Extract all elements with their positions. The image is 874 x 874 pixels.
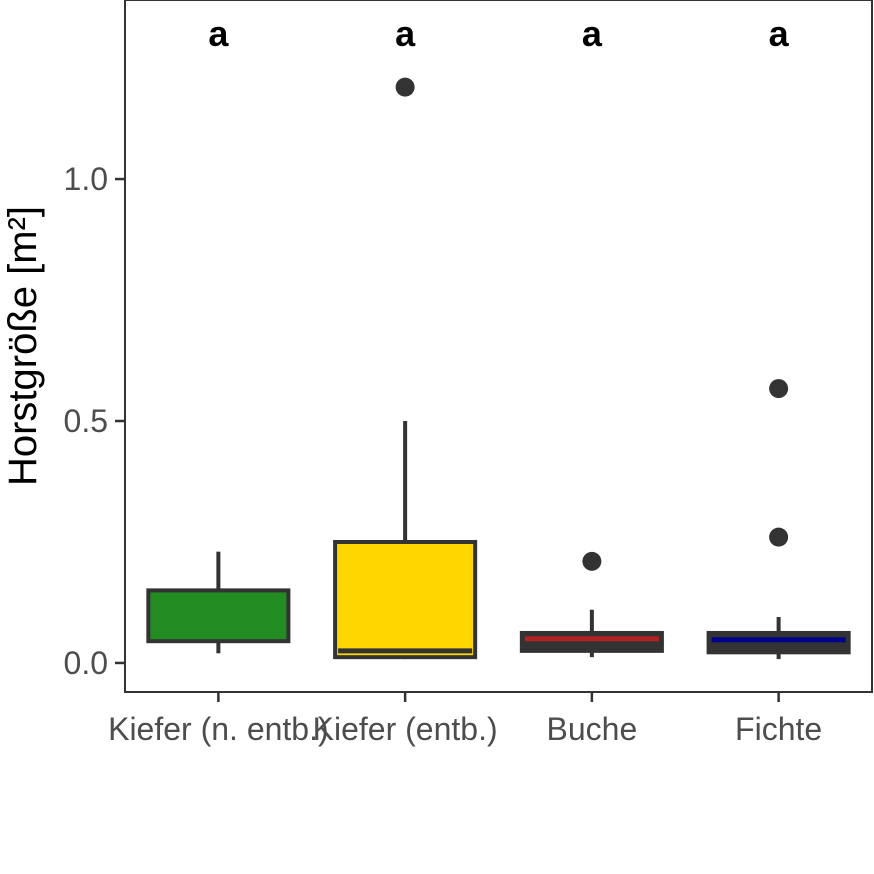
significance-letter: a xyxy=(208,13,229,54)
significance-letter: a xyxy=(395,13,416,54)
box-body xyxy=(146,588,291,644)
box-body xyxy=(519,630,664,653)
significance-letter: a xyxy=(769,13,790,54)
x-axis: Kiefer (n. entb.)Kiefer (entb.) Buche Fich… xyxy=(108,692,822,747)
outlier-point xyxy=(395,77,415,97)
y-axis: 0.0 0.5 1.0 xyxy=(64,161,125,681)
x-tick-label: Kiefer (n. entb.) xyxy=(108,711,329,747)
box-2: a xyxy=(333,13,478,660)
box-body xyxy=(333,539,478,660)
box-3: a xyxy=(519,13,664,658)
y-tick-label: 0.5 xyxy=(64,403,108,439)
y-axis-title: Horstgröße [m²] xyxy=(1,206,45,486)
outlier-point xyxy=(769,379,789,399)
box-body xyxy=(706,630,851,655)
outlier-point xyxy=(582,551,602,571)
x-tick-label: Kiefer (entb.) xyxy=(313,711,498,747)
plot-panel-border xyxy=(124,0,873,693)
outlier-point xyxy=(769,527,789,547)
significance-letter: a xyxy=(582,13,603,54)
x-tick-label: Buche xyxy=(547,711,638,747)
box-4: a xyxy=(706,13,851,660)
box-1: a xyxy=(146,13,291,654)
x-tick-label: Fichte xyxy=(735,711,822,747)
y-tick-label: 0.0 xyxy=(64,645,108,681)
y-tick-label: 1.0 xyxy=(64,161,108,197)
